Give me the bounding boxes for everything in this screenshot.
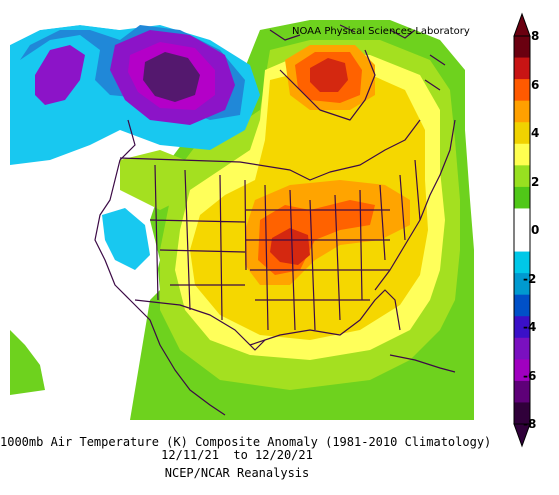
colorbar-segment — [514, 57, 530, 80]
canada-us-border — [119, 119, 421, 181]
colorbar-segment — [514, 273, 530, 296]
political-boundaries — [94, 24, 456, 416]
colorbar-tick-label: -4 — [523, 320, 537, 334]
colorbar-tick-label: 0 — [531, 223, 540, 237]
colorbar-tick-label: 6 — [531, 77, 540, 92]
caption-title: 1000mb Air Temperature (K) Composite Ano… — [0, 435, 492, 449]
colorbar-segment — [514, 251, 530, 274]
anomaly-yellow-west — [120, 150, 185, 210]
colorbar-segment — [514, 402, 530, 425]
arctic-islands — [269, 24, 446, 91]
west-coastline — [94, 119, 226, 416]
colorbar-segment — [514, 143, 530, 166]
colorbar-segment — [514, 100, 530, 123]
colorbar-segment — [514, 165, 530, 188]
state-lines-central — [246, 184, 390, 331]
colorbar-segment — [514, 294, 530, 317]
anomaly-white-sw — [10, 400, 130, 420]
colorbar-segment — [514, 359, 530, 382]
colorbar-tick-label: -8 — [523, 417, 537, 431]
colorbar-segment — [514, 79, 530, 102]
caption-source: NCEP/NCAR Reanalysis — [164, 466, 310, 480]
anomaly-red-central — [270, 228, 310, 265]
colorbar-segment — [514, 36, 530, 59]
anomaly-white-nw — [10, 15, 140, 45]
anomaly-cyan-west — [102, 208, 150, 270]
anomaly-deepviolet-nw — [143, 52, 200, 102]
anomaly-red-north — [310, 58, 348, 92]
colorbar-segment — [514, 230, 530, 253]
us-mexico-border — [134, 299, 266, 351]
anomaly-green-sw — [10, 330, 45, 395]
colorbar — [513, 12, 531, 448]
colorbar-tick-label: -6 — [523, 368, 537, 383]
colorbar-segment — [514, 316, 530, 339]
cuba-outline — [389, 354, 456, 373]
colorbar-segment — [514, 186, 530, 209]
map-canvas — [10, 0, 474, 420]
colorbar-top-arrow — [513, 12, 531, 37]
colorbar-segment — [514, 337, 530, 360]
colorbar-segments — [514, 36, 530, 425]
gulf-coastline — [249, 289, 401, 346]
anomaly-map: NOAA Physical Sciences Laboratory — [10, 0, 474, 420]
colorbar-segment — [514, 122, 530, 145]
credit-label: NOAA Physical Sciences Laboratory — [292, 26, 470, 37]
state-lines-west — [149, 164, 247, 321]
east-coastline — [374, 119, 456, 291]
state-lines-east — [379, 159, 421, 261]
colorbar-tick-label: 8 — [531, 29, 540, 43]
colorbar-segment — [514, 380, 530, 403]
colorbar-segment — [514, 208, 530, 231]
colorbar-frame — [513, 35, 531, 425]
caption-dates: 12/11/21 to 12/20/21 — [161, 448, 313, 462]
colorbar-tick-label: 2 — [531, 174, 540, 189]
colorbar-tick-label: 4 — [531, 126, 540, 140]
colorbar-tick-label: -2 — [523, 271, 537, 286]
hudson-bay-coast — [279, 49, 376, 121]
